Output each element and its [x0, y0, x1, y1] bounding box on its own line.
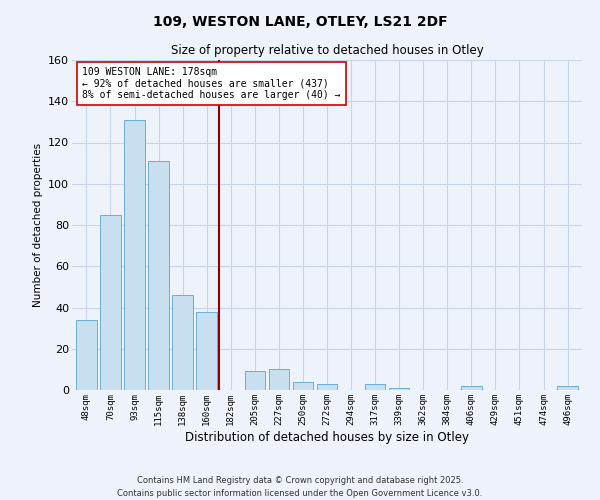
Text: 109, WESTON LANE, OTLEY, LS21 2DF: 109, WESTON LANE, OTLEY, LS21 2DF	[152, 15, 448, 29]
Y-axis label: Number of detached properties: Number of detached properties	[32, 143, 43, 307]
Bar	[293, 382, 313, 390]
Bar	[317, 384, 337, 390]
Bar	[196, 312, 217, 390]
Bar	[100, 214, 121, 390]
Title: Size of property relative to detached houses in Otley: Size of property relative to detached ho…	[170, 44, 484, 58]
Bar	[365, 384, 385, 390]
Bar	[245, 372, 265, 390]
Bar	[557, 386, 578, 390]
Bar	[148, 161, 169, 390]
Bar	[172, 295, 193, 390]
Bar	[76, 320, 97, 390]
X-axis label: Distribution of detached houses by size in Otley: Distribution of detached houses by size …	[185, 430, 469, 444]
Bar	[389, 388, 409, 390]
Bar	[461, 386, 482, 390]
Text: Contains HM Land Registry data © Crown copyright and database right 2025.
Contai: Contains HM Land Registry data © Crown c…	[118, 476, 482, 498]
Bar	[124, 120, 145, 390]
Text: 109 WESTON LANE: 178sqm
← 92% of detached houses are smaller (437)
8% of semi-de: 109 WESTON LANE: 178sqm ← 92% of detache…	[82, 66, 341, 100]
Bar	[269, 370, 289, 390]
